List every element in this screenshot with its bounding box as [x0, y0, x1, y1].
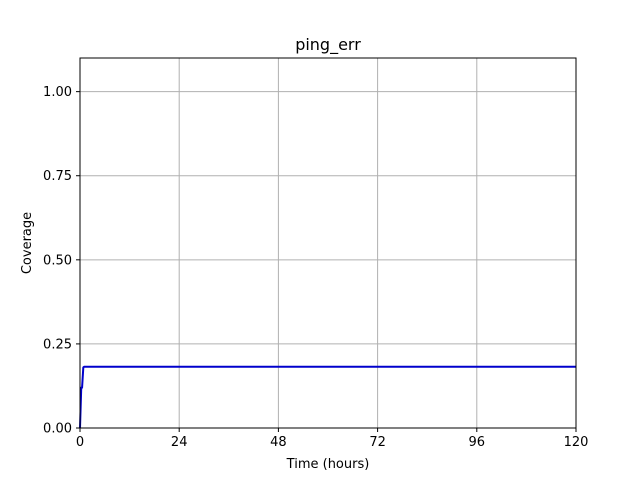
- x-tick-label: 0: [76, 435, 84, 450]
- x-tick-label: 48: [270, 435, 287, 450]
- y-tick-label: 0.25: [43, 337, 72, 352]
- y-tick-label: 0.75: [43, 169, 72, 184]
- y-axis-label: Coverage: [20, 212, 35, 274]
- y-tick-label: 0.00: [43, 422, 72, 437]
- y-tick-label: 1.00: [43, 85, 72, 100]
- y-axis-ticks: 0.00 0.25 0.50 0.75 1.00: [43, 85, 80, 437]
- plot-frame: [79, 57, 577, 429]
- x-tick-label: 72: [369, 435, 386, 450]
- series-line: [79, 365, 576, 429]
- x-tick-label: 96: [469, 435, 486, 450]
- x-tick-label: 120: [564, 435, 589, 450]
- chart-title: ping_err: [295, 35, 361, 55]
- y-tick-label: 0.50: [43, 253, 72, 268]
- x-tick-label: 24: [171, 435, 188, 450]
- series-layer: [79, 365, 576, 429]
- x-axis-label: Time (hours): [286, 457, 370, 472]
- x-axis-ticks: 0 24 48 72 96 120: [76, 428, 589, 450]
